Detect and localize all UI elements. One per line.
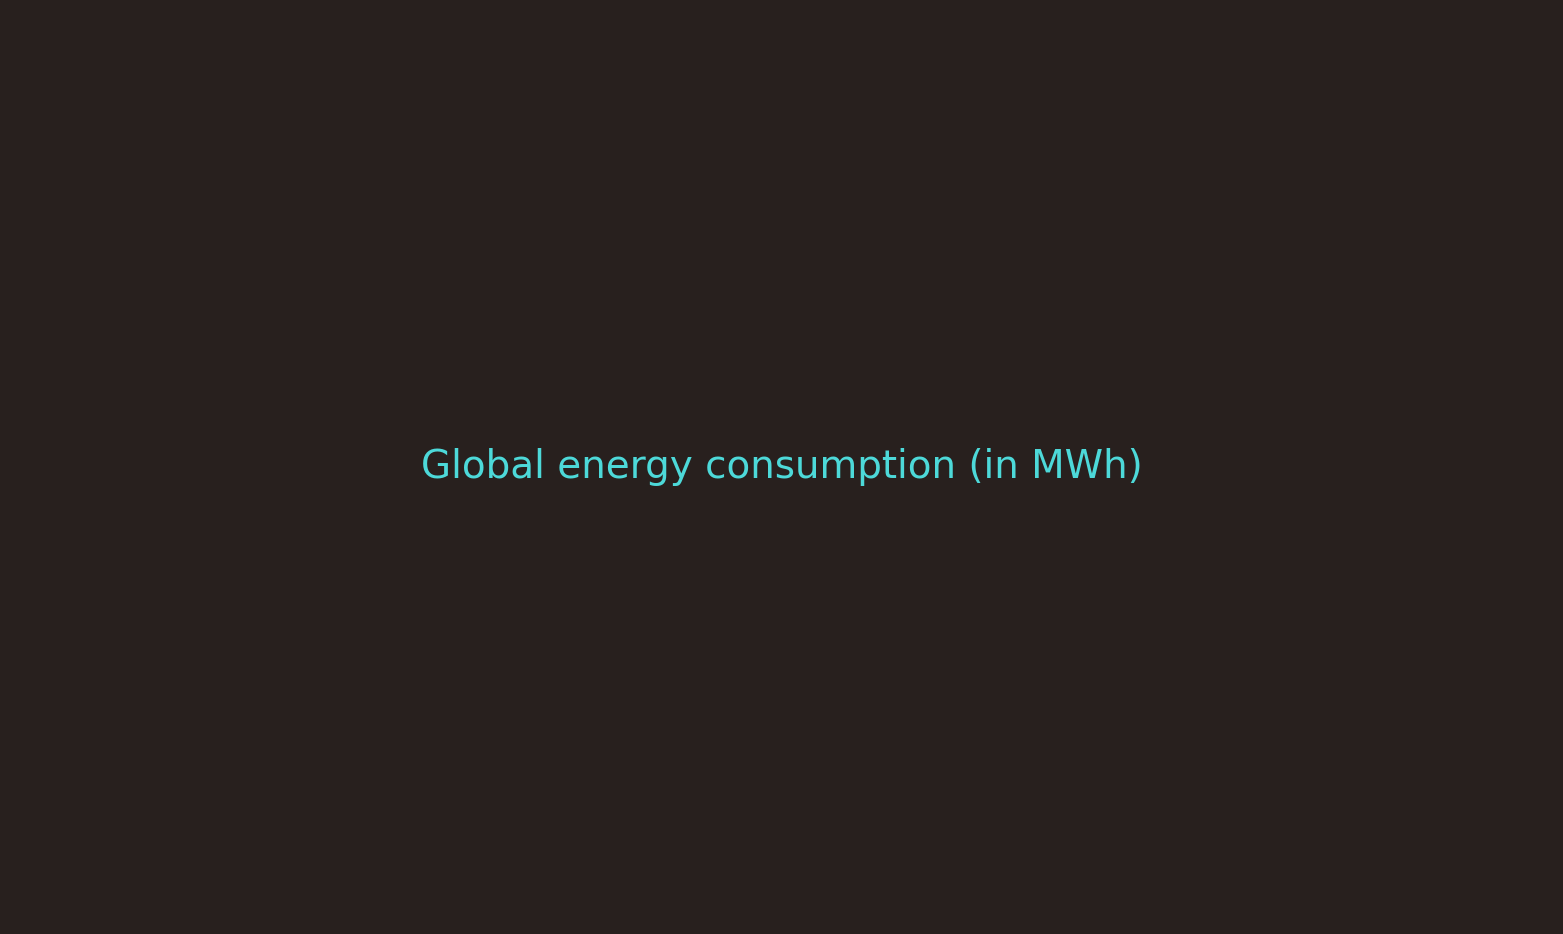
Text: Global energy consumption (in MWh): Global energy consumption (in MWh) [420,448,1143,486]
